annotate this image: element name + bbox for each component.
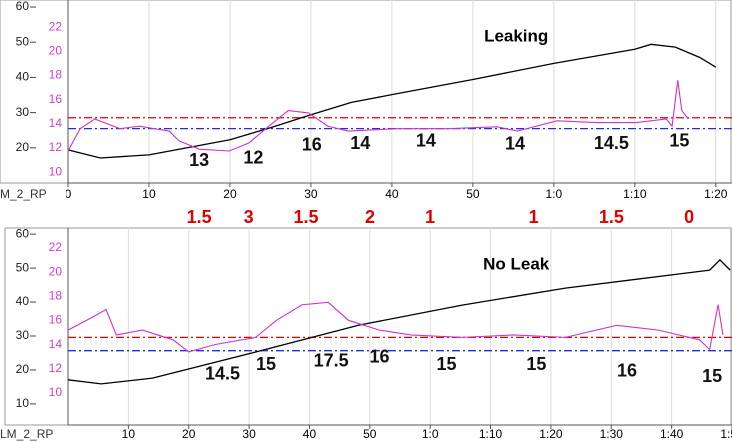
leak-marker: 0 xyxy=(684,207,694,227)
x-tick-label: 1:50 xyxy=(720,427,732,441)
axis-name-box xyxy=(0,427,66,442)
y2-tick-label: 16 xyxy=(49,92,63,106)
annotation: 15 xyxy=(526,354,546,374)
annotation: 15 xyxy=(702,366,722,386)
annotation: 15 xyxy=(256,354,276,374)
x-tick-label: 1:20 xyxy=(704,187,728,201)
x-tick-label: 50 xyxy=(363,427,377,441)
annotation: 13 xyxy=(189,150,209,170)
y2-tick-label: 12 xyxy=(49,140,63,154)
x-tick-label: 50 xyxy=(466,187,480,201)
annotation: 14.5 xyxy=(205,364,240,384)
x-tick-label: 30 xyxy=(304,187,318,201)
x-tick-label: 0 xyxy=(65,187,72,201)
x-tick-label: 1:0 xyxy=(422,427,439,441)
chart-title: Leaking xyxy=(484,26,548,45)
x-tick-label: 10 xyxy=(122,427,136,441)
y2-tick-label: 18 xyxy=(49,68,63,82)
leak-marker: 1 xyxy=(425,207,435,227)
y2-tick-label: 18 xyxy=(49,288,63,302)
y2-tick-label: 20 xyxy=(49,44,63,58)
series-line xyxy=(67,80,689,152)
series-line xyxy=(67,301,724,353)
annotation: 16 xyxy=(617,361,637,381)
x-tick-label: 40 xyxy=(385,187,399,201)
annotation: 17.5 xyxy=(314,350,349,370)
annotation: 15 xyxy=(669,131,689,151)
y2-tick-label: 12 xyxy=(49,361,63,375)
annotation: 16 xyxy=(302,134,322,154)
y2-tick-label: 10 xyxy=(49,164,63,178)
leak-marker: 2 xyxy=(365,207,375,227)
y2-tick-label: 14 xyxy=(49,337,63,351)
y-tick-label: 60 xyxy=(16,226,30,240)
x-tick-label: 20 xyxy=(182,427,196,441)
x-tick-label: 1:10 xyxy=(623,187,647,201)
y2-tick-label: 16 xyxy=(49,313,63,327)
y-tick-label: 20 xyxy=(16,140,30,154)
leak-marker: 1.5 xyxy=(187,207,212,227)
x-tick-label: 40 xyxy=(303,427,317,441)
x-tick-label: 1:30 xyxy=(600,427,624,441)
leak-marker: 1 xyxy=(529,207,539,227)
x-tick-label: 1:0 xyxy=(546,187,563,201)
annotation: 14 xyxy=(505,134,525,154)
annotation: 15 xyxy=(436,354,456,374)
annotation: 16 xyxy=(369,347,389,367)
x-tick-label: 1:40 xyxy=(660,427,684,441)
annotation: 12 xyxy=(243,148,263,168)
x-tick-label: 10 xyxy=(142,187,156,201)
x-tick-label: 1:20 xyxy=(539,427,563,441)
y-tick-label: 30 xyxy=(16,328,30,342)
series-line xyxy=(67,43,717,159)
y-tick-label: 20 xyxy=(16,362,30,376)
y-tick-label: 10 xyxy=(16,396,30,410)
x-tick-label: 1:10 xyxy=(479,427,503,441)
y2-tick-label: 10 xyxy=(49,385,63,399)
y-tick-label: 60 xyxy=(16,0,30,13)
leak-marker: 3 xyxy=(244,207,254,227)
y2-tick-label: 14 xyxy=(49,116,63,130)
chart-title: No Leak xyxy=(483,254,550,273)
y-tick-label: 50 xyxy=(16,34,30,48)
series-line xyxy=(67,259,731,385)
y-tick-label: 40 xyxy=(16,294,30,308)
annotation: 14.5 xyxy=(594,133,629,153)
y2-tick-label: 22 xyxy=(49,19,63,33)
y2-tick-label: 22 xyxy=(49,240,63,254)
leak-marker: 1.5 xyxy=(599,207,624,227)
axis-name-box xyxy=(0,187,66,203)
axis-name: LM_2_RP xyxy=(0,427,53,441)
y-tick-label: 40 xyxy=(16,70,30,84)
x-tick-label: 20 xyxy=(223,187,237,201)
axis-name: M_2_RP xyxy=(0,187,47,201)
leak-marker: 1.5 xyxy=(294,207,319,227)
annotation: 14 xyxy=(350,133,370,153)
y-tick-label: 30 xyxy=(16,105,30,119)
y2-tick-label: 20 xyxy=(49,264,63,278)
x-tick-label: 30 xyxy=(242,427,256,441)
annotation: 14 xyxy=(416,131,436,151)
y-tick-label: 50 xyxy=(16,260,30,274)
